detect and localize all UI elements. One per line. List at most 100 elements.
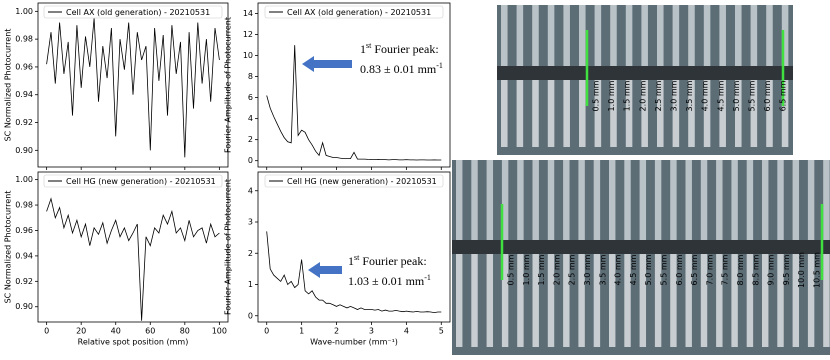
finger (639, 254, 647, 347)
finger (777, 160, 784, 240)
photo-label: 1.5 mm (623, 80, 632, 111)
chart: 0.90 0.92 0.94 0.96 0.98 1.00 Cell AX (old gen… (4, 2, 229, 170)
finger (657, 5, 664, 66)
annotation-arrow (308, 262, 342, 278)
photo-label: 4.5 mm (716, 80, 725, 111)
finger (610, 80, 617, 147)
x-tick-label: 4 (404, 327, 409, 336)
finger (762, 160, 769, 240)
annotation-ordinal: 1 (348, 254, 354, 268)
photo-label: 4.0 mm (701, 80, 710, 111)
annotation-line: 1st Fourier peak: (348, 253, 427, 268)
x-axis-label: Relative spot position (mm) (78, 338, 189, 347)
photo-label: 5.5 mm (748, 80, 757, 111)
photo-label: 3.5 mm (685, 80, 694, 111)
annotation-exponent: -1 (436, 61, 443, 70)
finger (563, 254, 570, 347)
photo-label: 2.0 mm (638, 80, 647, 111)
finger (685, 160, 692, 240)
x-tick-label: 2 (334, 327, 339, 336)
x-tick-label: 3 (369, 327, 374, 336)
finger (719, 80, 726, 147)
legend-label: Cell HG (new generation) - 20210531 (287, 177, 437, 186)
annotation-label: Fourier peak: (359, 254, 426, 268)
finger (750, 5, 758, 66)
finger (766, 80, 773, 147)
photo-label: 4.0 mm (614, 254, 623, 285)
y-axis-label: SC Normalized Photocurrent (4, 191, 13, 304)
legend-label: Cell HG (new generation) - 20210531 (66, 177, 216, 186)
finger (579, 80, 586, 147)
annotation-exponent: -1 (424, 273, 431, 282)
y-tick-label: 4 (248, 186, 253, 195)
photo-label: 7.0 mm (705, 254, 714, 285)
photo-label: 2.5 mm (654, 80, 663, 111)
photo-label: 8.5 mm (751, 254, 760, 285)
x-tick-label: 20 (76, 327, 86, 336)
finger (703, 5, 711, 66)
y-tick-label: 10 (243, 51, 253, 60)
photo-label: 6.5 mm (690, 254, 699, 285)
y-tick-label: 2 (248, 249, 253, 258)
y-tick-label: 0.94 (15, 251, 33, 260)
y-tick-label: 0 (248, 156, 253, 165)
photo-label: 10.0 mm (797, 252, 806, 288)
finger (823, 160, 830, 240)
finger (501, 160, 509, 240)
annotation-arrow (302, 56, 352, 72)
finger (781, 5, 789, 66)
photo-label: 3.0 mm (583, 254, 592, 285)
x-tick-label: 80 (180, 327, 190, 336)
photo-label: 5.0 mm (644, 254, 653, 285)
finger (823, 254, 830, 347)
finger (625, 80, 633, 147)
finger (532, 254, 539, 347)
finger (563, 80, 570, 147)
finger (517, 254, 524, 347)
legend-box (264, 174, 444, 188)
finger (486, 160, 494, 240)
y-tick-label: 8 (248, 72, 253, 81)
finger (532, 80, 539, 147)
finger (735, 80, 742, 147)
finger (609, 254, 616, 347)
y-axis-label: Fourier Amplitude of Photocurrent (224, 17, 233, 153)
finger (624, 160, 631, 240)
finger (807, 254, 815, 347)
data-line (46, 197, 220, 321)
finger (501, 254, 509, 347)
finger (731, 254, 738, 347)
x-tick-label: 5 (439, 327, 444, 336)
finger (456, 254, 463, 347)
y-tick-label: 1.00 (15, 175, 33, 184)
legend-label: Cell AX (old generation) - 20210531 (66, 8, 210, 17)
y-tick-label: 0.96 (15, 226, 33, 235)
annotation-line: 1st Fourier peak: (360, 41, 439, 56)
finger (579, 5, 586, 66)
finger (610, 5, 617, 66)
legend-box (264, 5, 444, 19)
y-tick-label: 14 (243, 9, 253, 18)
photo-label: 5.5 mm (660, 254, 669, 285)
y-axis-label: SC Normalized Photocurrent (4, 29, 13, 142)
photo-label: 3.0 mm (670, 80, 679, 111)
y-axis-label: Fourier Amplitude of Photocurrent (224, 179, 233, 315)
photo-label: 1.0 mm (522, 254, 531, 285)
finger (641, 5, 648, 66)
legend-label: Cell AX (old generation) - 20210531 (287, 8, 431, 17)
annotation-suffix: st (354, 253, 360, 262)
y-tick-label: 4 (248, 114, 253, 123)
x-tick-label: 0 (44, 327, 49, 336)
y-tick-label: 0.98 (15, 201, 33, 210)
finger (516, 80, 524, 147)
chart: 0 2 4 6 8 10 12 14 Cell AX (old generation) - 20… (224, 2, 451, 170)
x-axis-label: Wave-number (mm⁻¹) (310, 338, 398, 347)
photo-label: 9.0 mm (767, 254, 776, 285)
finger (716, 160, 723, 240)
finger (501, 80, 508, 147)
annotation-suffix: st (366, 41, 372, 50)
y-tick-label: 0.98 (15, 35, 33, 44)
photo: 0.5 mm 1.0 mm 1.5 mm 2.0 mm 2.5 mm 3.0 mm 3.5 … (497, 5, 793, 155)
y-tick-label: 0.90 (15, 146, 33, 155)
